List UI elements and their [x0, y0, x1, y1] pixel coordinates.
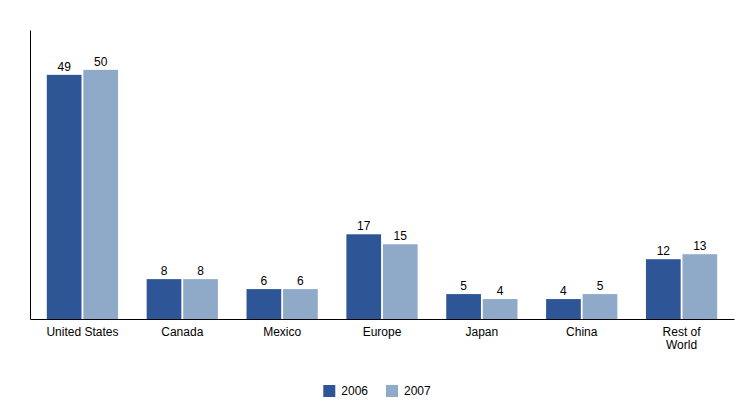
bar: [147, 279, 182, 319]
data-labels: 49 8 6 17 5 4 12 50 8 6 15 4 5 13: [57, 55, 706, 298]
legend-item: 2006: [323, 384, 368, 398]
data-label: 5: [460, 279, 467, 293]
x-tick-label: Canada: [161, 325, 203, 339]
bar: [446, 294, 481, 319]
data-label: 15: [394, 229, 408, 243]
x-tick-label: China: [566, 325, 598, 339]
x-tick: Rest ofWorld: [663, 319, 702, 352]
data-label: 13: [693, 239, 707, 253]
x-axis: United States Canada Mexico Europe Japan Chin…: [31, 319, 735, 352]
x-tick: China: [566, 319, 598, 339]
data-label: 50: [94, 55, 108, 69]
x-tick-label: Rest ofWorld: [663, 325, 702, 352]
bar: [283, 289, 318, 319]
bar: [183, 279, 218, 319]
bar: [247, 289, 282, 319]
data-label: 6: [297, 274, 304, 288]
bar-series: [47, 75, 681, 319]
bar: [583, 294, 618, 319]
bar: [383, 244, 418, 319]
bars: [47, 70, 717, 319]
x-tick: United States: [46, 319, 118, 339]
x-tick-label: Mexico: [263, 325, 301, 339]
legend-label: 2007: [404, 384, 431, 398]
y-axis-line: [30, 31, 31, 320]
bar-series: [83, 70, 717, 319]
x-tick: Canada: [161, 319, 203, 339]
data-label: 5: [597, 279, 604, 293]
bar: [546, 299, 581, 319]
y-axis: [30, 31, 31, 320]
bar: [646, 259, 681, 319]
x-axis-line: [31, 319, 735, 320]
legend-swatch: [386, 385, 398, 397]
data-label: 4: [560, 284, 567, 298]
data-label: 4: [497, 284, 504, 298]
x-tick-label: Europe: [363, 325, 402, 339]
x-tick-label: Japan: [466, 325, 499, 339]
bar: [483, 299, 518, 319]
x-tick: Europe: [363, 319, 402, 339]
data-label: 8: [161, 264, 168, 278]
bar: [83, 70, 118, 319]
legend-item: 2007: [386, 384, 431, 398]
x-tick: Mexico: [263, 319, 301, 339]
chart: 49 8 6 17 5 4 12 50 8 6 15 4 5 13 United States Canada M…: [0, 0, 754, 409]
data-label: 17: [357, 219, 371, 233]
data-label: 8: [197, 264, 204, 278]
data-label: 12: [657, 244, 671, 258]
legend-label: 2006: [341, 384, 368, 398]
bar: [346, 234, 381, 319]
data-label: 49: [57, 60, 71, 74]
data-label: 6: [261, 274, 268, 288]
x-tick-label: United States: [46, 325, 118, 339]
bar: [682, 254, 717, 319]
x-tick: Japan: [466, 319, 499, 339]
legend-swatch: [323, 385, 335, 397]
bar: [47, 75, 82, 319]
plot-area: 49 8 6 17 5 4 12 50 8 6 15 4 5 13 United States Canada M…: [31, 31, 735, 352]
legend: 2006 2007: [323, 384, 431, 398]
